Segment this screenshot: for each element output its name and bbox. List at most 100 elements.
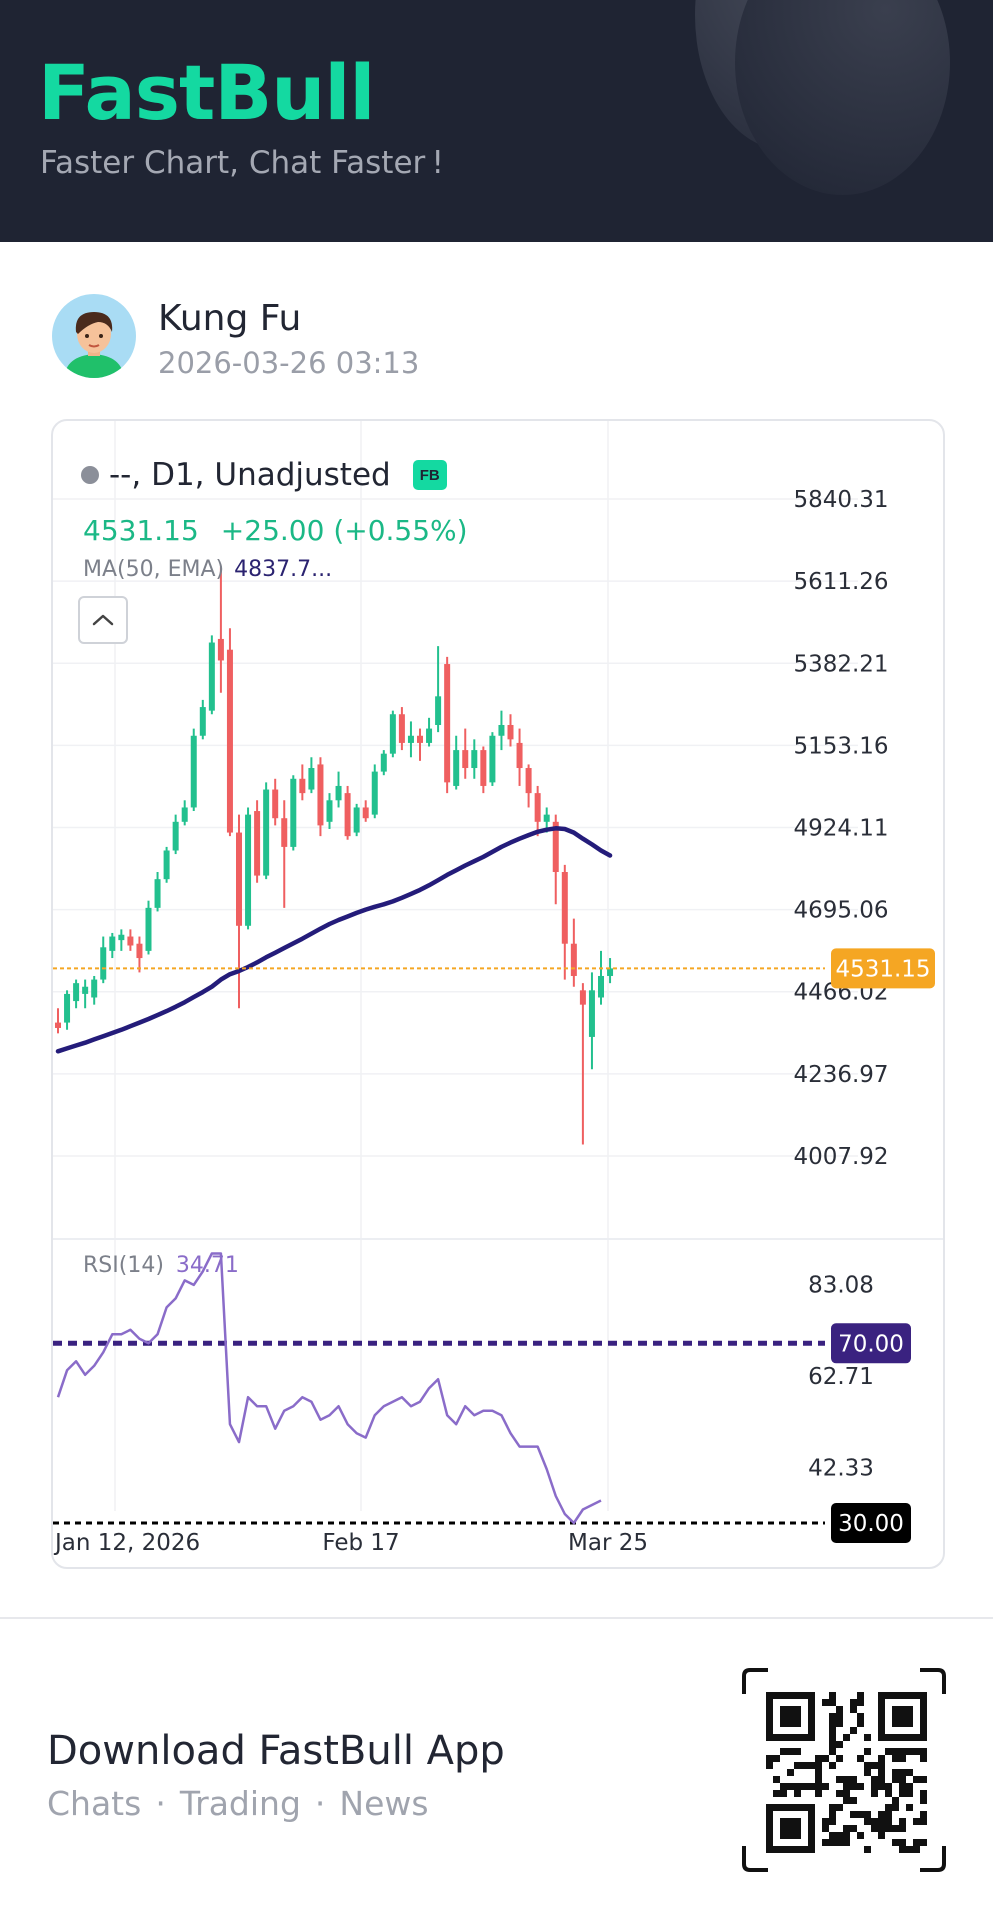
- qr-module: [885, 1790, 892, 1797]
- qr-finder: [780, 1818, 801, 1839]
- candle-body: [362, 807, 369, 819]
- qr-module: [899, 1839, 906, 1846]
- candle-body: [263, 789, 270, 876]
- qr-module: [857, 1755, 864, 1762]
- candle-body: [190, 735, 197, 808]
- qr-module: [906, 1846, 913, 1853]
- candle-body: [480, 750, 487, 786]
- candle-body: [426, 728, 433, 743]
- qr-module: [885, 1825, 892, 1832]
- last-price-tag-label: 4531.15: [835, 956, 930, 982]
- qr-module: [843, 1839, 850, 1846]
- candle-body: [444, 664, 451, 783]
- rsi-level-tag-label: 70.00: [838, 1331, 904, 1357]
- candle-body: [154, 879, 161, 908]
- candle-body: [181, 807, 188, 822]
- qr-module: [850, 1776, 857, 1783]
- price-axis-label: 5840.31: [793, 487, 888, 513]
- qr-module: [773, 1790, 780, 1797]
- candle-body: [136, 943, 143, 959]
- qr-module: [892, 1804, 899, 1811]
- qr-module: [822, 1818, 829, 1825]
- candle-body: [226, 649, 233, 833]
- collapse-indicators-button[interactable]: [78, 596, 128, 644]
- candle-body: [489, 735, 496, 783]
- price-quote: 4531.15 +25.00 (+0.55%): [83, 514, 468, 547]
- candle-body: [407, 735, 414, 743]
- qr-module: [822, 1825, 829, 1832]
- decorative-moon-shape: [735, 0, 950, 195]
- qr-module: [815, 1769, 822, 1776]
- qr-module: [843, 1790, 850, 1797]
- qr-module: [864, 1769, 871, 1776]
- qr-module: [836, 1713, 843, 1720]
- qr-module: [913, 1748, 920, 1755]
- qr-module: [794, 1762, 801, 1769]
- candle-body: [353, 807, 360, 833]
- qr-module: [878, 1818, 885, 1825]
- chart-symbol-line[interactable]: --, D1, Unadjusted FB: [81, 457, 447, 493]
- download-title[interactable]: Download FastBull App: [47, 1728, 505, 1774]
- candle-body: [163, 850, 170, 880]
- qr-module: [843, 1825, 850, 1832]
- footer-divider: [0, 1617, 993, 1619]
- candle-body: [435, 696, 442, 725]
- qr-module: [808, 1762, 815, 1769]
- qr-module: [766, 1762, 773, 1769]
- qr-module: [920, 1839, 927, 1846]
- candle-body: [371, 771, 378, 815]
- x-axis-label: Mar 25: [568, 1530, 648, 1556]
- qr-module: [857, 1811, 864, 1818]
- feature-news: News: [339, 1784, 429, 1823]
- qr-module: [892, 1839, 899, 1846]
- candle-body: [417, 735, 423, 743]
- candle-body: [561, 872, 568, 944]
- qr-module: [892, 1776, 899, 1783]
- qr-module: [822, 1755, 829, 1762]
- candle-body: [570, 943, 577, 976]
- qr-module: [850, 1797, 857, 1804]
- post-timestamp: 2026-03-26 03:13: [158, 346, 420, 380]
- qr-module: [857, 1713, 864, 1720]
- qr-module: [829, 1811, 836, 1818]
- post-username[interactable]: Kung Fu: [158, 298, 302, 339]
- qr-module: [906, 1804, 913, 1811]
- candle-body: [82, 986, 89, 994]
- x-axis-label: Jan 12, 2026: [53, 1530, 200, 1556]
- candle-body: [145, 907, 152, 951]
- qr-frame: [742, 1668, 946, 1872]
- qr-module: [836, 1839, 843, 1846]
- candle-body: [208, 642, 215, 711]
- qr-module: [843, 1797, 850, 1804]
- qr-module: [892, 1825, 899, 1832]
- qr-module: [920, 1818, 927, 1825]
- rsi-level-tag: [831, 1503, 911, 1543]
- qr-module: [885, 1818, 892, 1825]
- qr-module: [885, 1748, 892, 1755]
- candlestick-chart[interactable]: 5840.31 5611.26 5382.21 5153.16 4924.11 4695.…: [53, 421, 943, 1567]
- candle-body: [290, 778, 297, 847]
- qr-module: [864, 1811, 871, 1818]
- qr-module: [892, 1797, 899, 1804]
- qr-module: [829, 1692, 836, 1699]
- candle-body: [543, 814, 550, 822]
- qr-module: [878, 1776, 885, 1783]
- qr-code-icon[interactable]: [742, 1668, 946, 1872]
- qr-module: [920, 1790, 927, 1797]
- candle-body: [588, 990, 595, 1037]
- qr-module: [920, 1797, 927, 1804]
- qr-module: [815, 1783, 822, 1790]
- chart-card[interactable]: 5840.31 5611.26 5382.21 5153.16 4924.11 4695.…: [51, 419, 945, 1569]
- qr-module: [850, 1727, 857, 1734]
- qr-module: [836, 1755, 843, 1762]
- qr-module: [829, 1713, 836, 1720]
- qr-module: [899, 1748, 906, 1755]
- fb-badge: FB: [412, 460, 447, 490]
- qr-module: [864, 1734, 871, 1741]
- price-change: +25.00 (+0.55%): [220, 514, 468, 547]
- user-avatar-icon: [52, 294, 136, 378]
- ma-indicator-label[interactable]: MA(50, EMA) 4837.7...: [83, 557, 332, 582]
- qr-module: [899, 1846, 906, 1853]
- rsi-indicator-label[interactable]: RSI(14) 34.71: [83, 1253, 239, 1278]
- rsi-series-line: [56, 1252, 602, 1525]
